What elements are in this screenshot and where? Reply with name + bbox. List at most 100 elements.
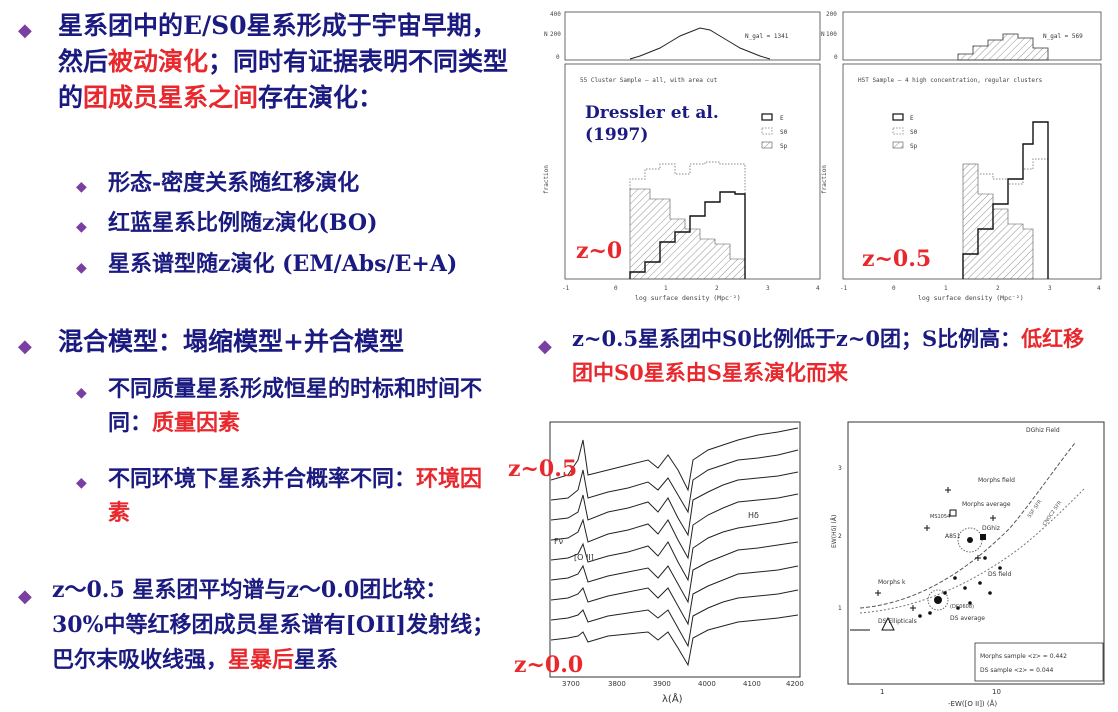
n-gal-label: N_gal = 569 (1043, 33, 1083, 40)
figure-spectra-comparison: Fν [O II] Hδ 3700 3800 3900 4000 4100 42… (548, 420, 808, 710)
sub-bullet-red-blue-ratio: 红蓝星系比例随z演化(BO) (108, 210, 378, 236)
sub-bullet-morphology-density: 形态-密度关系随红移演化 (108, 170, 360, 196)
hist-ylabel: N (821, 31, 825, 38)
hist-ytick: 0 (834, 54, 838, 61)
point-label: MS1054 (930, 514, 950, 520)
x-tick: 4200 (786, 680, 804, 688)
highlight-text: 低红移团中S0星系由S星系演化而来 (572, 326, 1085, 385)
legend-s0: S0 (910, 129, 918, 136)
x-tick: 3900 (653, 680, 671, 688)
legend-morphs: Morphs sample <z> = 0.442 (980, 653, 1067, 660)
highlight-text: 团成员星系之间 (83, 83, 259, 112)
sub-bullet-diamond-icon: ◆ (76, 260, 87, 276)
sub-bullet-environment-factor: 不同环境下星系并合概率不同：环境因素 (108, 462, 493, 530)
sub-bullet-mass-factor: 不同质量星系形成恒星的时标和时间不同：质量因素 (108, 372, 493, 440)
highlight-text: 被动演化 (108, 47, 209, 76)
bullet-text: 星系 (294, 647, 339, 673)
highlight-text: 环境因素 (108, 466, 483, 526)
bullet-diamond-icon: ◆ (18, 20, 32, 41)
hist-ylabel: N (544, 31, 548, 38)
x-axis-label: λ(Å) (662, 692, 683, 705)
x-tick: 0 (892, 285, 896, 292)
bullet-diamond-icon: ◆ (18, 336, 32, 357)
point-label: Morphs average (962, 501, 1011, 508)
point-label: A851 (945, 533, 961, 540)
x-tick: 2 (715, 285, 719, 292)
x-tick: 3800 (608, 680, 626, 688)
sub-bullet-diamond-icon: ◆ (76, 475, 87, 491)
figure-ew-diagram: DGhiz Field Morphs field Morphs average … (830, 418, 1112, 708)
x-tick: -1 (840, 285, 848, 292)
x-tick: 4100 (743, 680, 761, 688)
x-tick: 1 (880, 688, 884, 696)
x-tick: 1 (664, 285, 668, 292)
x-axis-label: log surface density (Mpc⁻²) (635, 294, 741, 302)
x-tick: -1 (562, 285, 570, 292)
point-label: (DC0608) (950, 604, 974, 610)
bullet-text: ；同时有证据表明不同类型的 (58, 47, 509, 112)
x-tick: 3 (1048, 285, 1052, 292)
x-tick: 4 (1097, 285, 1101, 292)
panel-caption: 55 Cluster Sample – all, with area cut (580, 77, 718, 84)
legend-sp: Sp (910, 143, 918, 150)
hist-ytick: 400 (550, 11, 561, 18)
point-label: Morphs k (878, 579, 906, 586)
bullet-s0-fraction: z~0.5星系团中S0比例低于z~0团；S比例高：低红移团中S0星系由S星系演化… (572, 322, 1102, 390)
y-axis-label: fraction (821, 165, 828, 194)
figure-morphology-density-z0: 400 200 0 N N_gal = 1341 55 Cluster Samp… (540, 4, 830, 304)
legend-sp: Sp (780, 143, 788, 150)
figure-credit: Dressler et al. (1997) (585, 103, 719, 145)
x-tick: 10 (992, 688, 1001, 696)
sub-bullet-diamond-icon: ◆ (76, 179, 87, 195)
point-label: DGhiz (982, 525, 1000, 532)
bullet-text: z~0.5星系团中S0比例低于z~0团；S比例高： (572, 326, 1022, 351)
redshift-label-z0: z~0 (576, 238, 623, 264)
bullet-text: z～0.5 星系团平均谱与z～0.0团比较：30%中等红移团成员星系谱有[OII… (52, 577, 495, 673)
hist-ytick: 200 (826, 11, 837, 18)
point-label: Morphs field (978, 477, 1015, 484)
y-tick: 1 (838, 605, 842, 612)
x-tick: 0 (614, 285, 618, 292)
y-tick: 2 (838, 533, 842, 540)
panel-caption: HST Sample – 4 high concentration, regul… (858, 77, 1043, 84)
point-label: DS average (950, 615, 985, 622)
bullet-diamond-icon: ◆ (18, 586, 32, 607)
hdelta-label: Hδ (748, 511, 759, 520)
hist-ytick: 200 (550, 31, 561, 38)
x-tick: 4 (816, 285, 820, 292)
bullet-text: 不同质量星系形成恒星的时标和时间不同： (108, 376, 483, 436)
sub-bullet-spectral-type: 星系谱型随z演化 (EM/Abs/E+A) (108, 251, 458, 277)
x-tick: 2 (996, 285, 1000, 292)
legend-e: E (780, 115, 784, 122)
highlight-text: 质量因素 (152, 410, 241, 436)
point-label: DGhiz Field (1026, 427, 1060, 434)
hist-ytick: 0 (556, 54, 560, 61)
x-axis-label: -EW([O II]) (Å) (948, 699, 997, 708)
bullet-diamond-icon: ◆ (538, 336, 552, 357)
y-axis-label: fraction (543, 165, 550, 194)
legend-s0: S0 (780, 129, 788, 136)
hist-ytick: 100 (826, 31, 837, 38)
legend-e: E (910, 115, 914, 122)
x-tick: 3 (766, 285, 770, 292)
figure-morphology-density-z05: 200 100 0 N N_gal = 569 HST Sample – 4 h… (818, 4, 1113, 304)
sub-bullet-diamond-icon: ◆ (76, 385, 87, 401)
curve-label: CNOC2 SFR (1042, 500, 1064, 528)
redshift-label-bottom: z~0.0 (514, 652, 584, 678)
x-tick: 3700 (562, 680, 580, 688)
legend-ds: DS sample <z> = 0.044 (980, 667, 1053, 674)
y-tick: 3 (838, 465, 842, 472)
redshift-label-top: z~0.5 (508, 456, 578, 482)
point-label: DS Ellipticals (878, 618, 917, 625)
bullet-text: 存在演化： (258, 83, 384, 112)
bullet-cluster-evolution: 星系团中的E/S0星系形成于宇宙早期，然后被动演化；同时有证据表明不同类型的团成… (58, 8, 513, 116)
x-axis-label: log surface density (Mpc⁻²) (918, 294, 1024, 302)
n-gal-label: N_gal = 1341 (745, 33, 789, 40)
redshift-label-z05: z~0.5 (862, 246, 932, 272)
x-tick: 4000 (698, 680, 716, 688)
bullet-spectra-comparison: z～0.5 星系团平均谱与z～0.0团比较：30%中等红移团成员星系谱有[OII… (52, 573, 497, 678)
bullet-text: 不同环境下星系并合概率不同： (108, 466, 417, 492)
point-label: DS field (988, 571, 1011, 578)
highlight-text: 星暴后 (228, 647, 295, 673)
bullet-hybrid-model: 混合模型：塌缩模型+并合模型 (58, 327, 404, 356)
